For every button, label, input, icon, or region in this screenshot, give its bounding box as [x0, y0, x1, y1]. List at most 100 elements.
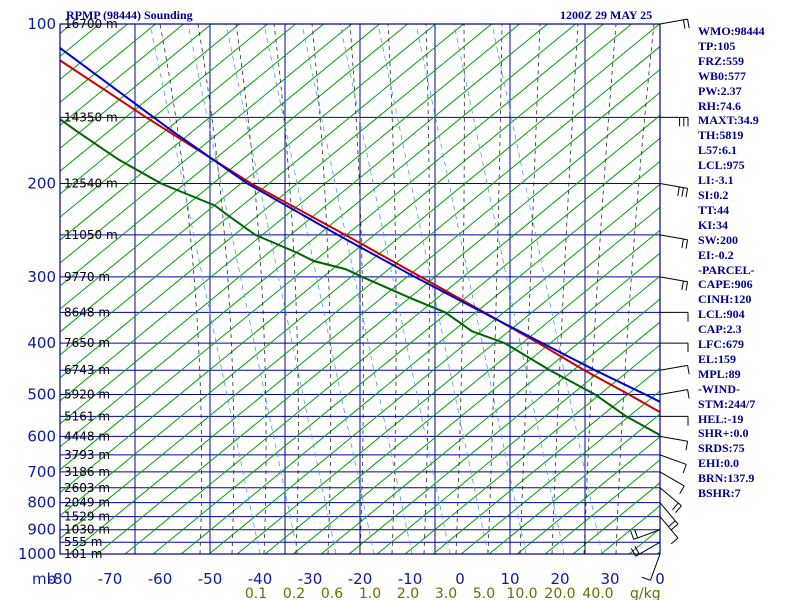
mixing-ratio-label: 0.2	[283, 586, 305, 600]
height-label: 4448 m	[64, 429, 110, 443]
dry-adiabat-line	[60, 24, 269, 195]
dry-adiabat-line	[60, 24, 465, 356]
index-item: HEL:-19	[698, 411, 744, 426]
wind-barb-flag	[679, 485, 685, 494]
mixing-ratio-line	[453, 24, 565, 554]
moist-adiabat-line	[387, 24, 397, 554]
dry-adiabat-line	[180, 160, 660, 554]
index-item: LI:-3.1	[698, 173, 734, 188]
mixing-ratio-line	[149, 24, 261, 554]
station-title: RPMP (98444) Sounding	[66, 8, 193, 22]
frame-rect	[59, 23, 661, 555]
height-label: 3186 m	[64, 465, 110, 479]
index-item: TH:5819	[698, 128, 744, 143]
index-item: BRN:137.9	[698, 471, 755, 486]
moist-adiabat-line	[349, 24, 364, 554]
index-item: L57:6.1	[698, 143, 737, 158]
moist-adiabat-line	[273, 24, 299, 554]
moist-adiabat-line	[197, 24, 235, 554]
wind-barb-flag	[681, 187, 684, 197]
height-label: 3793 m	[64, 448, 110, 462]
index-item: WMO:98444	[698, 24, 765, 38]
height-label: 1529 m	[64, 510, 110, 524]
temperature-tick-label: 0	[455, 570, 465, 588]
height-label: 2603 m	[64, 481, 110, 495]
height-label: 8648 m	[64, 305, 110, 319]
mixing-ratio-label: 5.0	[473, 586, 495, 600]
moist-adiabat-line	[159, 24, 203, 554]
dry-adiabat-line	[60, 24, 241, 172]
pressure-tick-label: 100	[27, 15, 56, 33]
mixing-ratio-lines	[149, 24, 603, 554]
dry-adiabat-line	[60, 24, 521, 402]
height-label: 16700 m	[64, 17, 118, 31]
dry-adiabat-line	[320, 275, 660, 554]
wind-barb-flag	[677, 186, 680, 196]
index-item: SHR+:0.0	[698, 426, 749, 441]
index-item: -PARCEL-	[698, 262, 755, 277]
pressure-tick-label: 200	[27, 175, 56, 193]
dry-adiabat-line	[460, 390, 660, 554]
height-label: 1030 m	[64, 523, 110, 537]
height-label: 6743 m	[64, 363, 110, 377]
mixing-ratio-line	[491, 24, 603, 554]
wind-barb-flag	[675, 505, 682, 513]
wind-barb-flag	[682, 464, 687, 474]
moist-adiabat-line	[311, 24, 332, 554]
dry-adiabat-line	[60, 24, 660, 517]
moist-adiabat-line	[455, 24, 465, 554]
temperature-tick-label: -20	[348, 570, 373, 588]
height-label: 5920 m	[64, 387, 110, 401]
wind-barb	[659, 364, 688, 371]
index-item: SRDS:75	[698, 441, 745, 456]
height-label: 101 m	[64, 547, 102, 561]
index-item: CAP:2.3	[698, 322, 742, 337]
pressure-tick-label: 600	[27, 427, 56, 445]
wind-barb	[659, 276, 688, 283]
dry-adiabat-line	[208, 183, 660, 554]
wind-barb-flag	[685, 239, 689, 249]
index-item: LCL:904	[698, 307, 745, 322]
dry-adiabat-line	[264, 229, 660, 554]
parcel-trace	[60, 46, 660, 404]
wind-barb-flag	[630, 530, 635, 540]
index-item: SW:200	[698, 232, 739, 247]
wind-barb	[659, 234, 688, 241]
pressure-unit-label: mb	[32, 570, 56, 588]
temperature-tick-label: -80	[48, 570, 73, 588]
index-item: KI:34	[698, 217, 728, 232]
temperature-tick-label: 10	[500, 570, 519, 588]
dry-adiabat-line	[60, 24, 437, 333]
wind-barb-flag	[687, 19, 690, 29]
wind-barb	[649, 553, 661, 581]
moist-adiabat-line	[423, 24, 430, 554]
pressure-tick-label: 700	[27, 463, 56, 481]
temperature-tick-label: 20	[550, 570, 569, 588]
dry-adiabat-line	[60, 24, 325, 241]
index-item: FRZ:559	[698, 53, 744, 68]
dry-adiabat-line	[60, 45, 660, 540]
dry-adiabat-line	[60, 24, 185, 126]
wind-barb-flag	[681, 280, 684, 290]
index-item: EL:159	[698, 351, 737, 366]
moist-adiabat-line	[615, 24, 655, 554]
mixing-ratio-line	[339, 24, 451, 554]
wind-barb-flag	[672, 502, 679, 511]
dry-adiabat-line	[572, 482, 660, 554]
wind-barb	[659, 435, 688, 442]
pressure-tick-label: 900	[27, 521, 56, 539]
height-label: 5161 m	[64, 409, 110, 423]
temperature-tick-label: -40	[248, 570, 273, 588]
wind-barbs	[630, 18, 690, 581]
dry-adiabat-line	[544, 459, 660, 554]
mixing-ratio-label: 40.0	[582, 586, 613, 600]
mixing-ratio-line	[225, 24, 337, 554]
temperature-tick-label: -10	[398, 570, 423, 588]
wind-barb-flag	[685, 441, 689, 451]
wind-barb	[659, 454, 687, 465]
dry-adiabat-line	[60, 24, 409, 310]
mixing-ratio-unit: g/kg	[630, 586, 661, 600]
dry-adiabat-line	[60, 24, 549, 425]
